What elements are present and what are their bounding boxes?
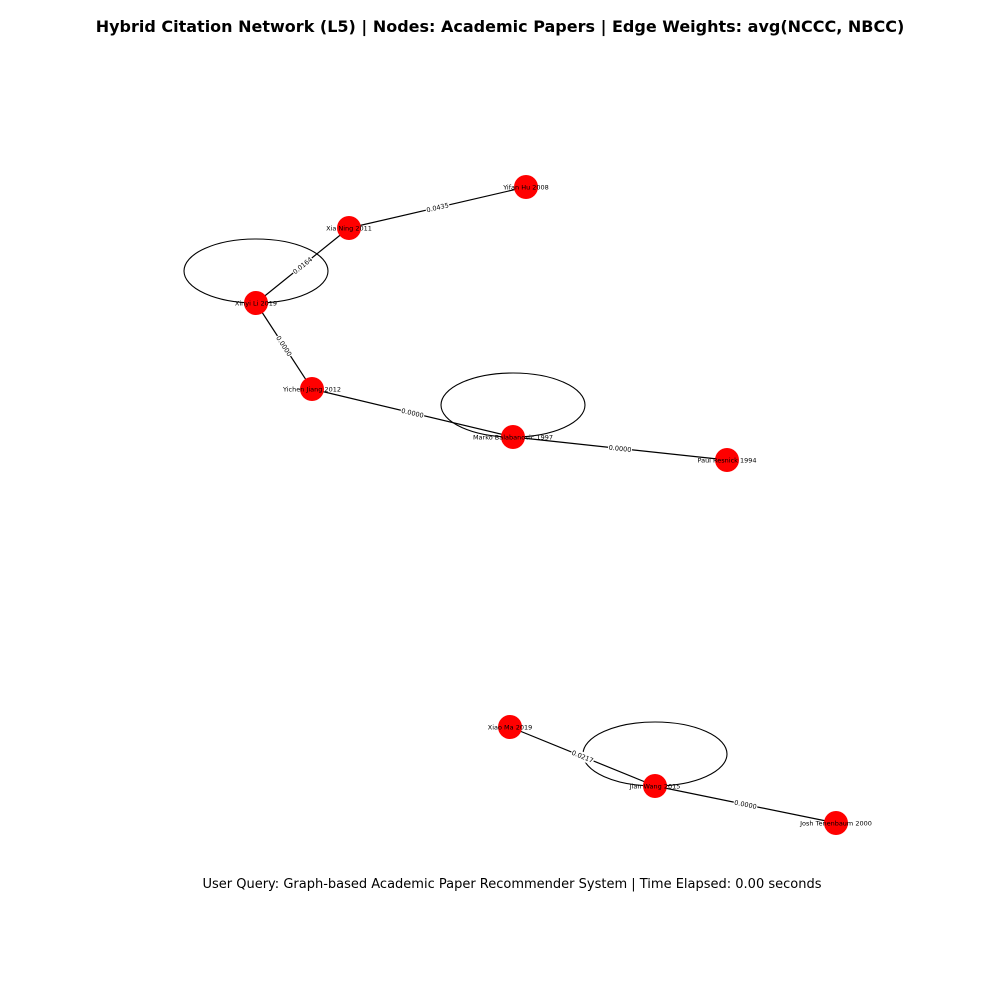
paper-node-n6[interactable] xyxy=(715,448,739,472)
edge-weight-text: 0.0000 xyxy=(733,799,757,811)
edge-weight-text: 0.0217 xyxy=(570,749,594,765)
paper-node-label: Xinyi Li 2019 xyxy=(235,299,277,307)
paper-node-n4[interactable] xyxy=(300,377,324,401)
paper-node-label: Josh Tenenbaum 2000 xyxy=(799,819,872,827)
paper-node-label: Jian Wang 2015 xyxy=(629,782,681,790)
paper-node-n9[interactable] xyxy=(824,811,848,835)
edge-weight-text: 0.0000 xyxy=(400,407,424,420)
edge-weight-label: 0.0000 xyxy=(273,333,295,359)
paper-node-n5[interactable] xyxy=(501,425,525,449)
edge-weight-text: 0.0435 xyxy=(426,201,450,214)
edge-weight-text: 0.0164 xyxy=(291,255,314,276)
paper-node-n1[interactable] xyxy=(514,175,538,199)
query-status-footer: User Query: Graph-based Academic Paper R… xyxy=(202,877,822,892)
edge-weight-label: 0.0217 xyxy=(569,747,596,766)
paper-node-label: Paul Resnick 1994 xyxy=(697,456,756,464)
paper-node-n8[interactable] xyxy=(643,774,667,798)
paper-node-label: Xiao Ma 2019 xyxy=(488,723,532,731)
paper-node-n7[interactable] xyxy=(498,715,522,739)
paper-node-label: Xia Ning 2011 xyxy=(326,224,372,232)
edge-weight-label: 0.0000 xyxy=(732,797,759,812)
paper-node-label: Yichen Jiang 2012 xyxy=(282,385,341,393)
self-loops-layer xyxy=(183,238,728,787)
paper-node-label: Yifan Hu 2008 xyxy=(502,183,549,191)
edge-weight-label: 0.0000 xyxy=(607,442,633,455)
edge-weight-label: 0.0000 xyxy=(399,405,426,421)
edge-weight-text: 0.0000 xyxy=(608,444,631,454)
edge-weight-label: 0.0164 xyxy=(290,254,315,277)
nodes-layer xyxy=(244,175,848,835)
paper-node-n2[interactable] xyxy=(337,216,361,240)
edge-weight-text: 0.0000 xyxy=(274,334,293,357)
edge-weight-label: 0.0435 xyxy=(424,200,451,215)
labels-layer: Yifan Hu 2008 Xia Ning 2011 Xinyi Li 2019 Y… xyxy=(235,183,872,827)
edges-layer: 0.0435 0.0164 0.0000 0.0000 0.0000 0.0217 0.00… xyxy=(255,186,837,824)
paper-node-label: Marko Balabanovic 1997 xyxy=(473,433,553,441)
graph-title: Hybrid Citation Network (L5) | Nodes: Ac… xyxy=(95,17,905,36)
paper-node-n3[interactable] xyxy=(244,291,268,315)
